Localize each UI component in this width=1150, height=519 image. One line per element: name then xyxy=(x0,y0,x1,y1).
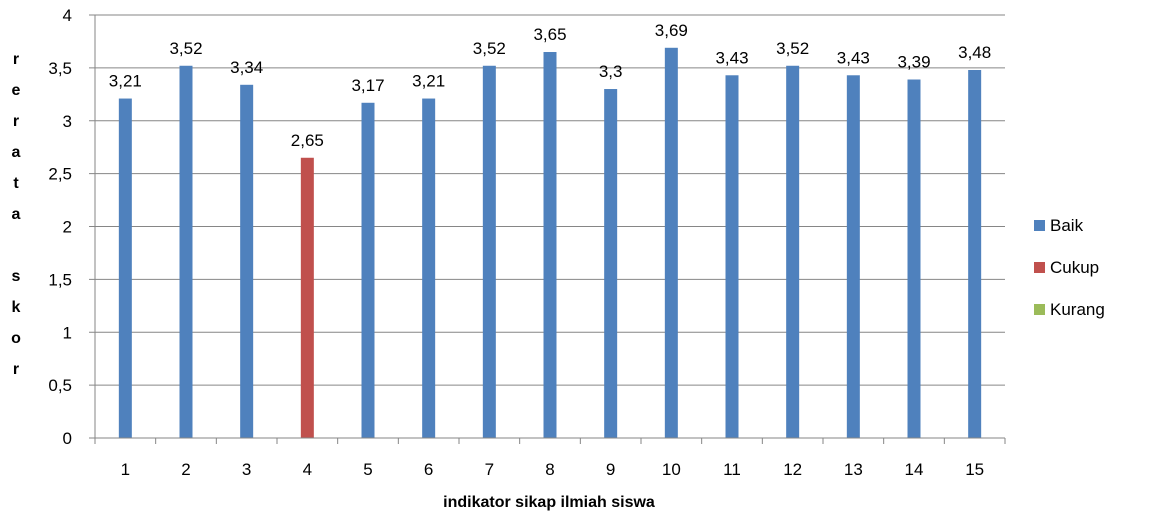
y-axis-label-char: k xyxy=(12,299,21,316)
legend-swatch-baik xyxy=(1034,220,1045,231)
bars xyxy=(118,47,982,439)
x-tick-label: 10 xyxy=(662,460,681,479)
data-label: 3,43 xyxy=(715,48,748,67)
y-tick-labels: 0 0,5 1 1,5 2 2,5 3 3,5 4 xyxy=(48,6,72,448)
y-axis-label-char: o xyxy=(11,330,21,347)
bar-baik-1 xyxy=(118,98,132,438)
x-tick-label: 4 xyxy=(303,460,312,479)
x-tick-label: 1 xyxy=(121,460,130,479)
y-axis-label-char: s xyxy=(12,268,21,285)
y-tick-label: 3 xyxy=(63,112,72,131)
x-tick-label: 8 xyxy=(545,460,554,479)
bar-baik-6 xyxy=(422,98,436,438)
y-tick-label: 4 xyxy=(63,6,72,25)
data-labels: 3,21 3,52 3,34 2,65 3,17 3,21 3,52 3,65 3,3 3,69 3… xyxy=(109,21,991,150)
bar-baik-12 xyxy=(786,65,800,438)
x-tick-label: 13 xyxy=(844,460,863,479)
x-tick-label: 3 xyxy=(242,460,251,479)
data-label: 3,52 xyxy=(169,39,202,58)
legend-label-cukup: Cukup xyxy=(1050,258,1099,277)
y-tick-label: 0,5 xyxy=(48,376,72,395)
y-tick-label: 1,5 xyxy=(48,270,72,289)
x-tick-label: 14 xyxy=(905,460,924,479)
legend-label-kurang: Kurang xyxy=(1050,300,1105,319)
x-tick-labels: 1 2 3 4 5 6 7 8 9 10 11 12 13 14 15 xyxy=(121,460,985,479)
y-axis-label-char: a xyxy=(12,206,21,223)
x-tick-label: 12 xyxy=(783,460,802,479)
x-tick-label: 5 xyxy=(363,460,372,479)
data-label: 3,21 xyxy=(109,72,142,91)
y-tick-label: 1 xyxy=(63,323,72,342)
legend-swatch-cukup xyxy=(1034,262,1045,273)
data-label: 3,39 xyxy=(897,53,930,72)
x-tick-label: 9 xyxy=(606,460,615,479)
bar-baik-5 xyxy=(361,102,375,439)
y-axis-label-char: e xyxy=(12,82,21,99)
legend-swatch-kurang xyxy=(1034,304,1045,315)
bar-baik-9 xyxy=(604,89,618,439)
data-label: 3,52 xyxy=(473,39,506,58)
bar-baik-15 xyxy=(968,69,982,439)
x-axis-title: indikator sikap ilmiah siswa xyxy=(443,494,655,511)
data-label: 3,65 xyxy=(533,25,566,44)
x-tick-label: 7 xyxy=(485,460,494,479)
bar-baik-11 xyxy=(725,75,739,438)
x-tick-label: 2 xyxy=(181,460,190,479)
y-tick-label: 0 xyxy=(63,429,72,448)
bar-baik-10 xyxy=(664,47,678,438)
x-tick-label: 15 xyxy=(965,460,984,479)
legend: Baik Cukup Kurang xyxy=(1034,216,1105,319)
data-label: 3,21 xyxy=(412,72,445,91)
data-label: 3,34 xyxy=(230,58,263,77)
x-tick-label: 11 xyxy=(723,460,741,479)
y-axis-label-char: r xyxy=(13,51,19,68)
bar-baik-13 xyxy=(846,75,860,438)
bar-baik-8 xyxy=(543,52,557,438)
data-label: 3,3 xyxy=(599,62,623,81)
data-label: 3,69 xyxy=(655,21,688,40)
data-label: 3,17 xyxy=(351,76,384,95)
y-axis-label-char: a xyxy=(12,144,21,161)
y-tick-label: 3,5 xyxy=(48,59,72,78)
y-tick-label: 2,5 xyxy=(48,165,72,184)
bar-baik-2 xyxy=(179,65,193,438)
y-axis-label-char: r xyxy=(13,361,19,378)
data-label: 3,52 xyxy=(776,39,809,58)
data-label: 3,43 xyxy=(837,48,870,67)
x-tick-label: 6 xyxy=(424,460,433,479)
bar-baik-3 xyxy=(240,84,254,439)
axes xyxy=(94,15,1006,444)
data-label: 2,65 xyxy=(291,131,324,150)
bar-baik-7 xyxy=(482,65,496,438)
bar-baik-14 xyxy=(907,79,921,438)
bar-cukup-4 xyxy=(300,157,314,438)
data-label: 3,48 xyxy=(958,43,991,62)
y-axis-label-char: t xyxy=(13,175,19,192)
y-axis-label-char: r xyxy=(13,113,19,130)
y-tick-label: 2 xyxy=(63,218,72,237)
legend-label-baik: Baik xyxy=(1050,216,1084,235)
